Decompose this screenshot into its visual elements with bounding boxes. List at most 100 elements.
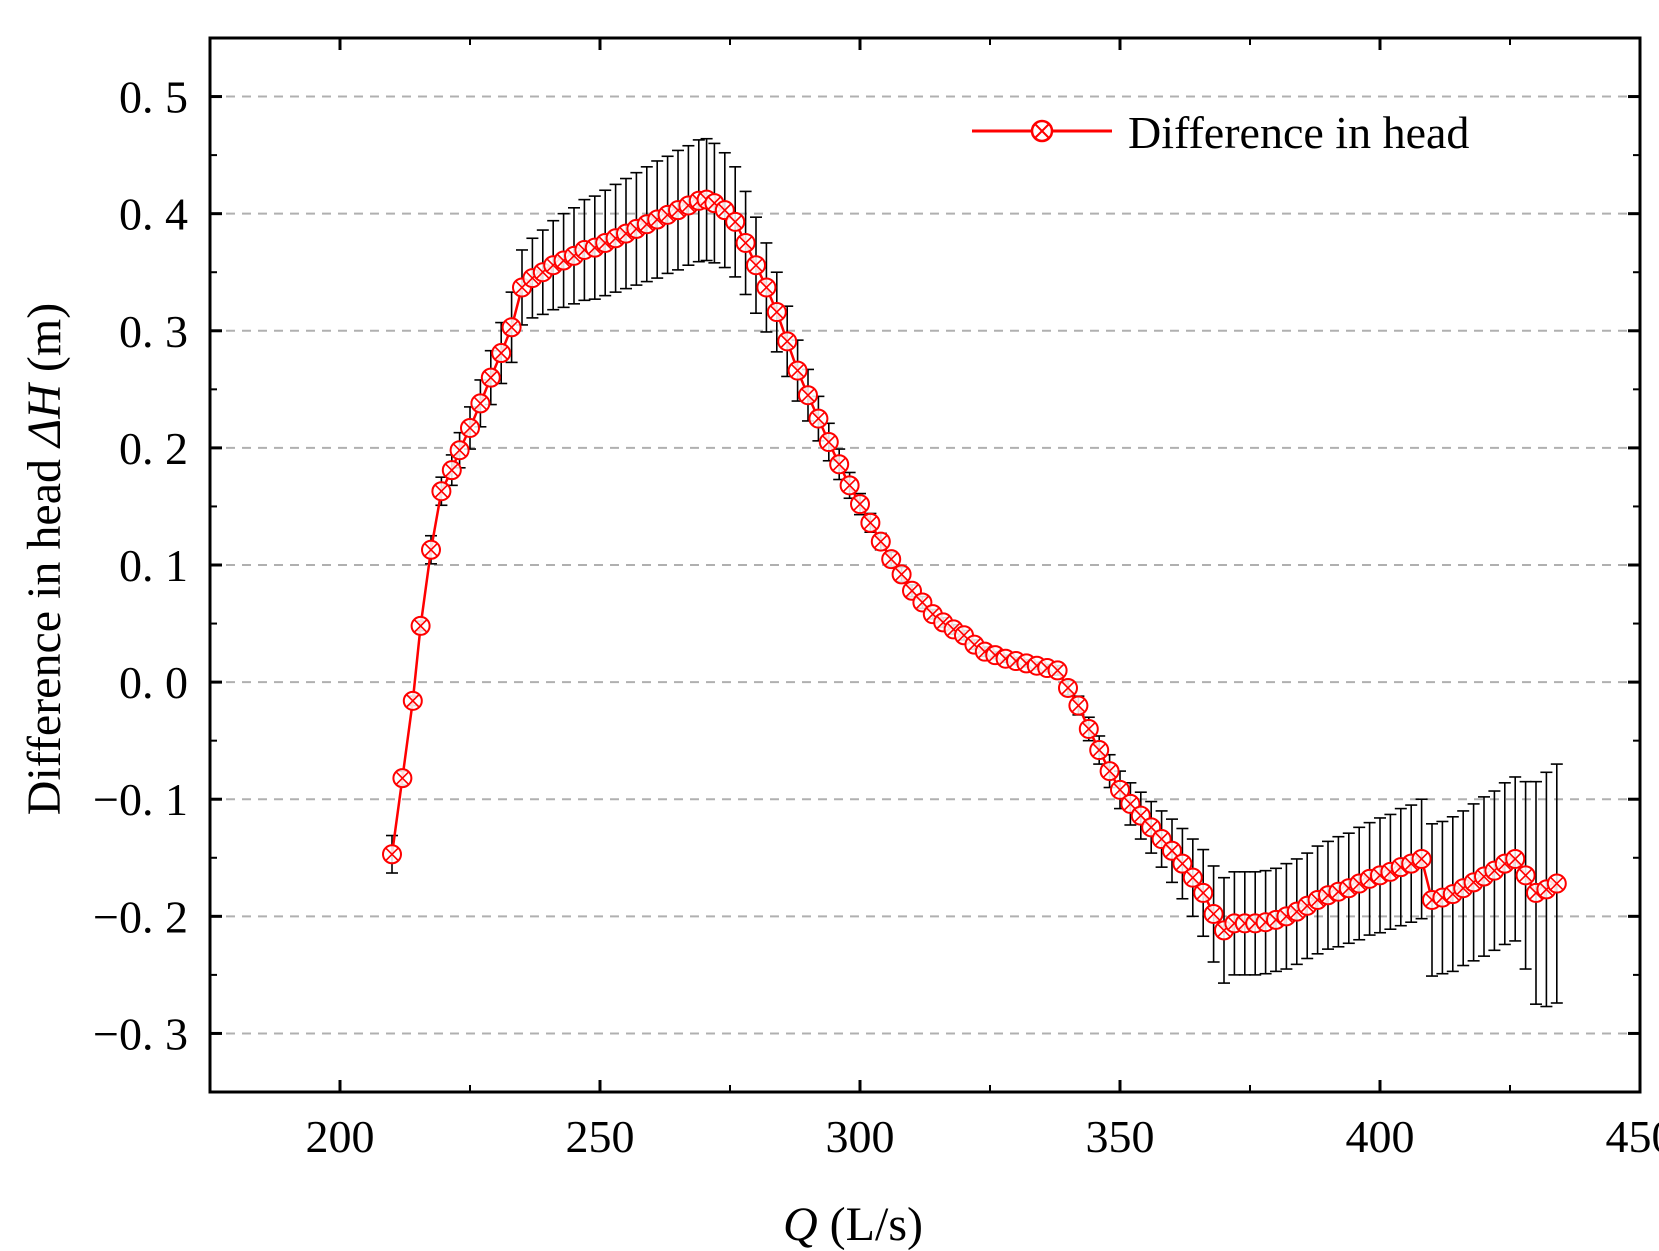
data-point-cross	[863, 516, 877, 530]
data-point	[460, 417, 480, 438]
legend-label: Difference in head	[1128, 107, 1469, 158]
data-point	[829, 454, 850, 475]
data-point-cross	[780, 334, 794, 348]
data-point-cross	[936, 615, 950, 629]
data-point	[1162, 840, 1182, 861]
data-point	[1099, 761, 1120, 782]
x-tick-labels: 200 250 300 350 400 450	[306, 1111, 1659, 1162]
data-point-cross	[1103, 764, 1117, 778]
data-point	[421, 539, 441, 560]
x-tick-label: 400	[1346, 1111, 1415, 1162]
data-point	[881, 549, 902, 570]
data-point-cross	[707, 196, 721, 210]
grid-lines	[210, 95, 1640, 1035]
data-point	[491, 343, 512, 364]
data-point-cross	[1155, 832, 1169, 846]
data-point-cross	[424, 543, 438, 557]
data-point-cross	[801, 388, 815, 402]
data-point-cross	[1415, 852, 1429, 866]
data-point	[912, 592, 933, 613]
data-point	[1203, 903, 1224, 924]
data-point-cross	[1134, 809, 1148, 823]
data-point	[449, 440, 470, 461]
data-point-cross	[1123, 797, 1137, 811]
x-tick-label: 250	[566, 1111, 635, 1162]
data-point-cross	[905, 584, 919, 598]
data-point	[1505, 848, 1526, 869]
y-tick-label: 0. 2	[119, 423, 188, 474]
data-point-cross	[884, 552, 898, 566]
data-point-cross	[853, 497, 867, 511]
data-point-cross	[822, 435, 836, 449]
data-point-cross	[1092, 743, 1106, 757]
x-tick-label: 450	[1606, 1111, 1659, 1162]
x-tick-label: 350	[1086, 1111, 1155, 1162]
data-point	[808, 408, 829, 429]
y-tick-label: 0. 1	[119, 540, 188, 591]
data-point	[891, 564, 912, 585]
data-point-cross	[463, 421, 477, 435]
data-point-cross	[749, 258, 763, 272]
legend: Difference in head	[972, 107, 1469, 158]
data-point-cross	[811, 412, 825, 426]
y-tick-label: 0. 0	[119, 657, 188, 708]
data-point	[1110, 779, 1130, 800]
data-point-cross	[1165, 844, 1179, 858]
series-group	[382, 189, 1567, 941]
data-point	[818, 432, 839, 453]
data-point-cross	[494, 346, 508, 360]
data-point	[746, 255, 766, 276]
data-point-cross	[1196, 886, 1210, 900]
y-tick-label: 0. 3	[119, 306, 188, 357]
data-point-cross	[728, 215, 742, 229]
data-point-cross	[1508, 852, 1522, 866]
data-point-cross	[1519, 868, 1533, 882]
data-point-cross	[1144, 820, 1158, 834]
data-point-cross	[1113, 783, 1127, 797]
data-point	[1078, 718, 1099, 739]
data-point	[756, 277, 777, 298]
data-point-cross	[739, 236, 753, 250]
data-point-cross	[505, 320, 519, 334]
data-point	[1546, 873, 1567, 894]
data-point-cross	[770, 305, 784, 319]
data-point	[501, 317, 522, 338]
data-point	[431, 481, 452, 502]
data-point-cross	[718, 203, 732, 217]
data-point	[1515, 865, 1536, 886]
data-point	[1068, 695, 1089, 716]
data-point-cross	[967, 638, 981, 652]
y-tick-label: −0. 3	[93, 1008, 188, 1059]
data-point	[1182, 867, 1203, 888]
data-point-cross	[832, 457, 846, 471]
axis-ticks	[209, 37, 1642, 1093]
x-axis-title: Q (L/s)	[783, 1198, 923, 1251]
data-point-cross	[926, 607, 940, 621]
data-point	[441, 460, 462, 481]
data-point-cross	[895, 567, 909, 581]
y-tick-label: −0. 1	[93, 774, 188, 825]
data-point-cross	[1550, 876, 1564, 891]
data-point	[402, 690, 423, 711]
data-point-cross	[843, 478, 857, 492]
data-point	[1089, 740, 1110, 761]
y-tick-labels: 0. 5 0. 4 0. 3 0. 2 0. 1 0. 0 −0. 1 −0. 2 −0. 3	[93, 72, 188, 1060]
y-tick-label: 0. 5	[119, 72, 188, 123]
data-point-cross	[957, 628, 971, 642]
data-point-cross	[947, 622, 961, 636]
data-point-cross	[395, 771, 409, 785]
data-point	[777, 331, 798, 352]
data-point-cross	[1175, 857, 1189, 871]
data-point	[382, 844, 402, 865]
data-point-cross	[453, 443, 467, 457]
data-point-cross	[1207, 907, 1221, 921]
data-point-cross	[473, 396, 487, 410]
y-axis-title: Difference in head ΔH (m)	[18, 303, 71, 815]
legend-marker-icon	[1030, 119, 1054, 143]
data-point	[714, 200, 735, 221]
data-point	[1058, 677, 1078, 698]
y-tick-label: 0. 4	[119, 189, 188, 240]
data-point	[798, 385, 818, 406]
data-point	[410, 615, 431, 636]
